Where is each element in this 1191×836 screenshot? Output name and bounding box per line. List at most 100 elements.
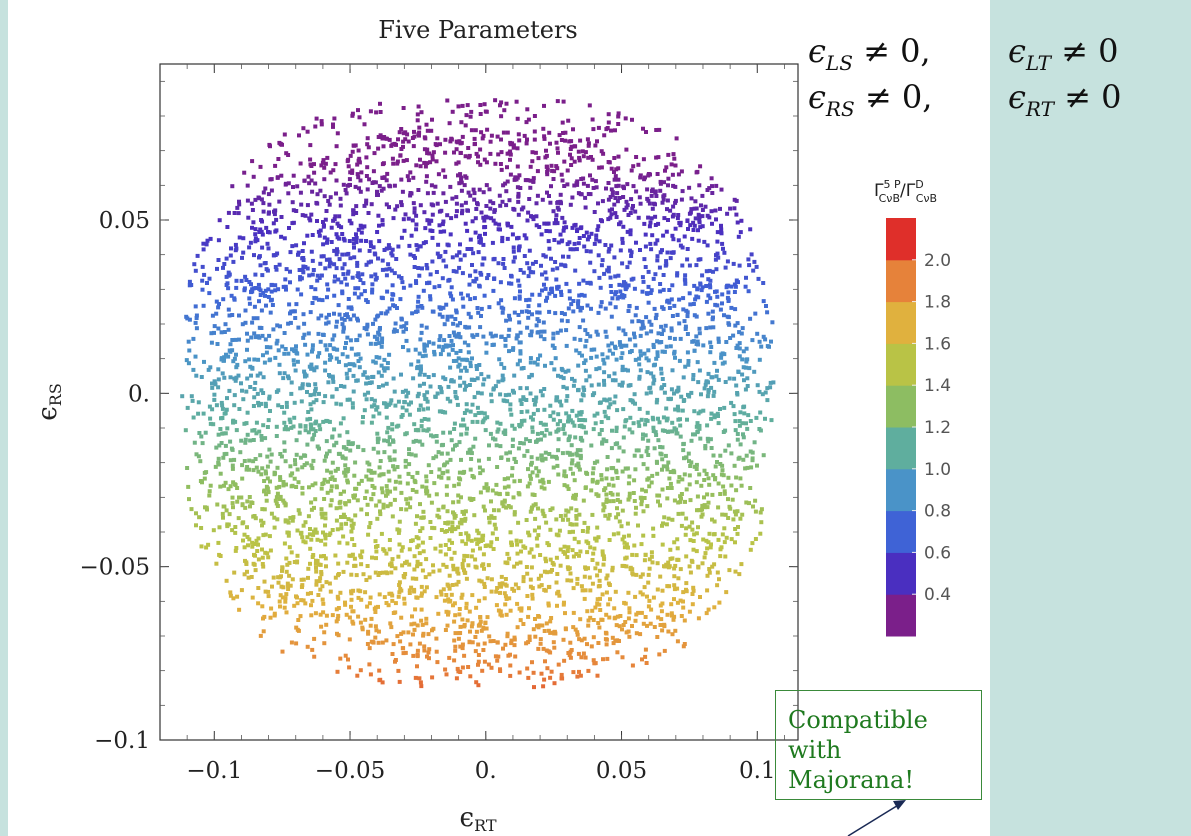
scatter-point [522,254,527,258]
scatter-point [237,199,241,204]
scatter-point [458,141,463,146]
scatter-point [366,631,371,636]
scatter-point [528,356,533,361]
scatter-point [210,381,214,386]
scatter-point [542,486,547,491]
scatter-point [535,193,540,198]
scatter-point [535,543,540,548]
scatter-point [393,601,398,606]
scatter-point [434,649,439,654]
scatter-point [308,427,313,432]
scatter-point [256,400,261,405]
scatter-point [343,600,347,605]
scatter-point [619,344,624,349]
scatter-point [302,332,307,337]
scatter-point [616,273,621,278]
scatter-point [576,651,581,656]
scatter-point [480,262,485,267]
scatter-point [691,539,696,543]
scatter-point [595,597,600,602]
scatter-point [262,579,267,584]
scatter-point [426,375,431,379]
scatter-point [263,589,268,594]
scatter-point [576,299,581,304]
scatter-point [309,613,314,618]
scatter-point [298,455,303,460]
scatter-point [559,262,564,267]
scatter-point [411,175,416,180]
scatter-point [580,305,584,310]
scatter-point [462,423,467,428]
scatter-point [627,610,632,615]
scatter-point [493,654,498,659]
scatter-point [214,445,219,450]
scatter-point [350,111,355,116]
scatter-point [644,661,649,665]
scatter-point [334,401,339,406]
scatter-point [234,428,239,433]
scatter-point [506,504,511,508]
scatter-point [516,235,521,240]
scatter-point [492,277,497,281]
scatter-point [544,153,549,158]
scatter-point [732,509,737,514]
scatter-point [568,655,573,660]
scatter-point [490,488,495,493]
scatter-point [415,394,420,399]
scatter-point [319,122,324,127]
scatter-point [732,376,737,381]
scatter-point [621,407,626,412]
scatter-point [539,263,543,268]
scatter-point [644,291,649,296]
scatter-point [636,215,641,220]
scatter-point [588,249,593,254]
scatter-point [494,491,499,496]
scatter-point [582,361,587,365]
scatter-point [336,633,341,638]
scatter-point [459,495,463,500]
scatter-point [645,623,649,628]
scatter-point [254,420,259,425]
scatter-point [457,362,462,367]
scatter-point [309,591,313,596]
scatter-point [351,208,356,213]
scatter-point [739,218,744,223]
scatter-point [322,235,327,240]
scatter-point [420,540,425,545]
scatter-point [651,345,656,349]
scatter-point [620,537,625,542]
scatter-point [399,372,403,377]
scatter-point [260,555,265,560]
scatter-point [345,478,350,483]
scatter-point [208,236,213,241]
scatter-point [399,615,404,620]
scatter-point [451,359,456,363]
scatter-point [235,499,240,504]
scatter-point [632,286,637,291]
scatter-point [758,531,763,536]
scatter-point [259,197,264,202]
scatter-point [485,127,490,132]
scatter-point [226,270,231,275]
scatter-point [660,457,665,462]
scatter-point [445,213,450,218]
scatter-point [643,647,648,652]
scatter-point [427,656,431,661]
scatter-point [645,466,650,471]
scatter-point [350,168,355,173]
scatter-point [464,576,469,581]
scatter-point [690,236,695,241]
scatter-point [702,505,707,510]
scatter-point [323,266,328,271]
scatter-point [533,502,538,507]
scatter-point [560,517,565,522]
scatter-point [460,646,465,651]
scatter-point [318,427,323,432]
scatter-point [319,538,324,543]
scatter-point [565,319,570,324]
scatter-point [662,428,667,433]
scatter-point [741,349,746,354]
scatter-point [544,148,548,153]
scatter-point [716,414,720,418]
scatter-point [223,480,228,485]
